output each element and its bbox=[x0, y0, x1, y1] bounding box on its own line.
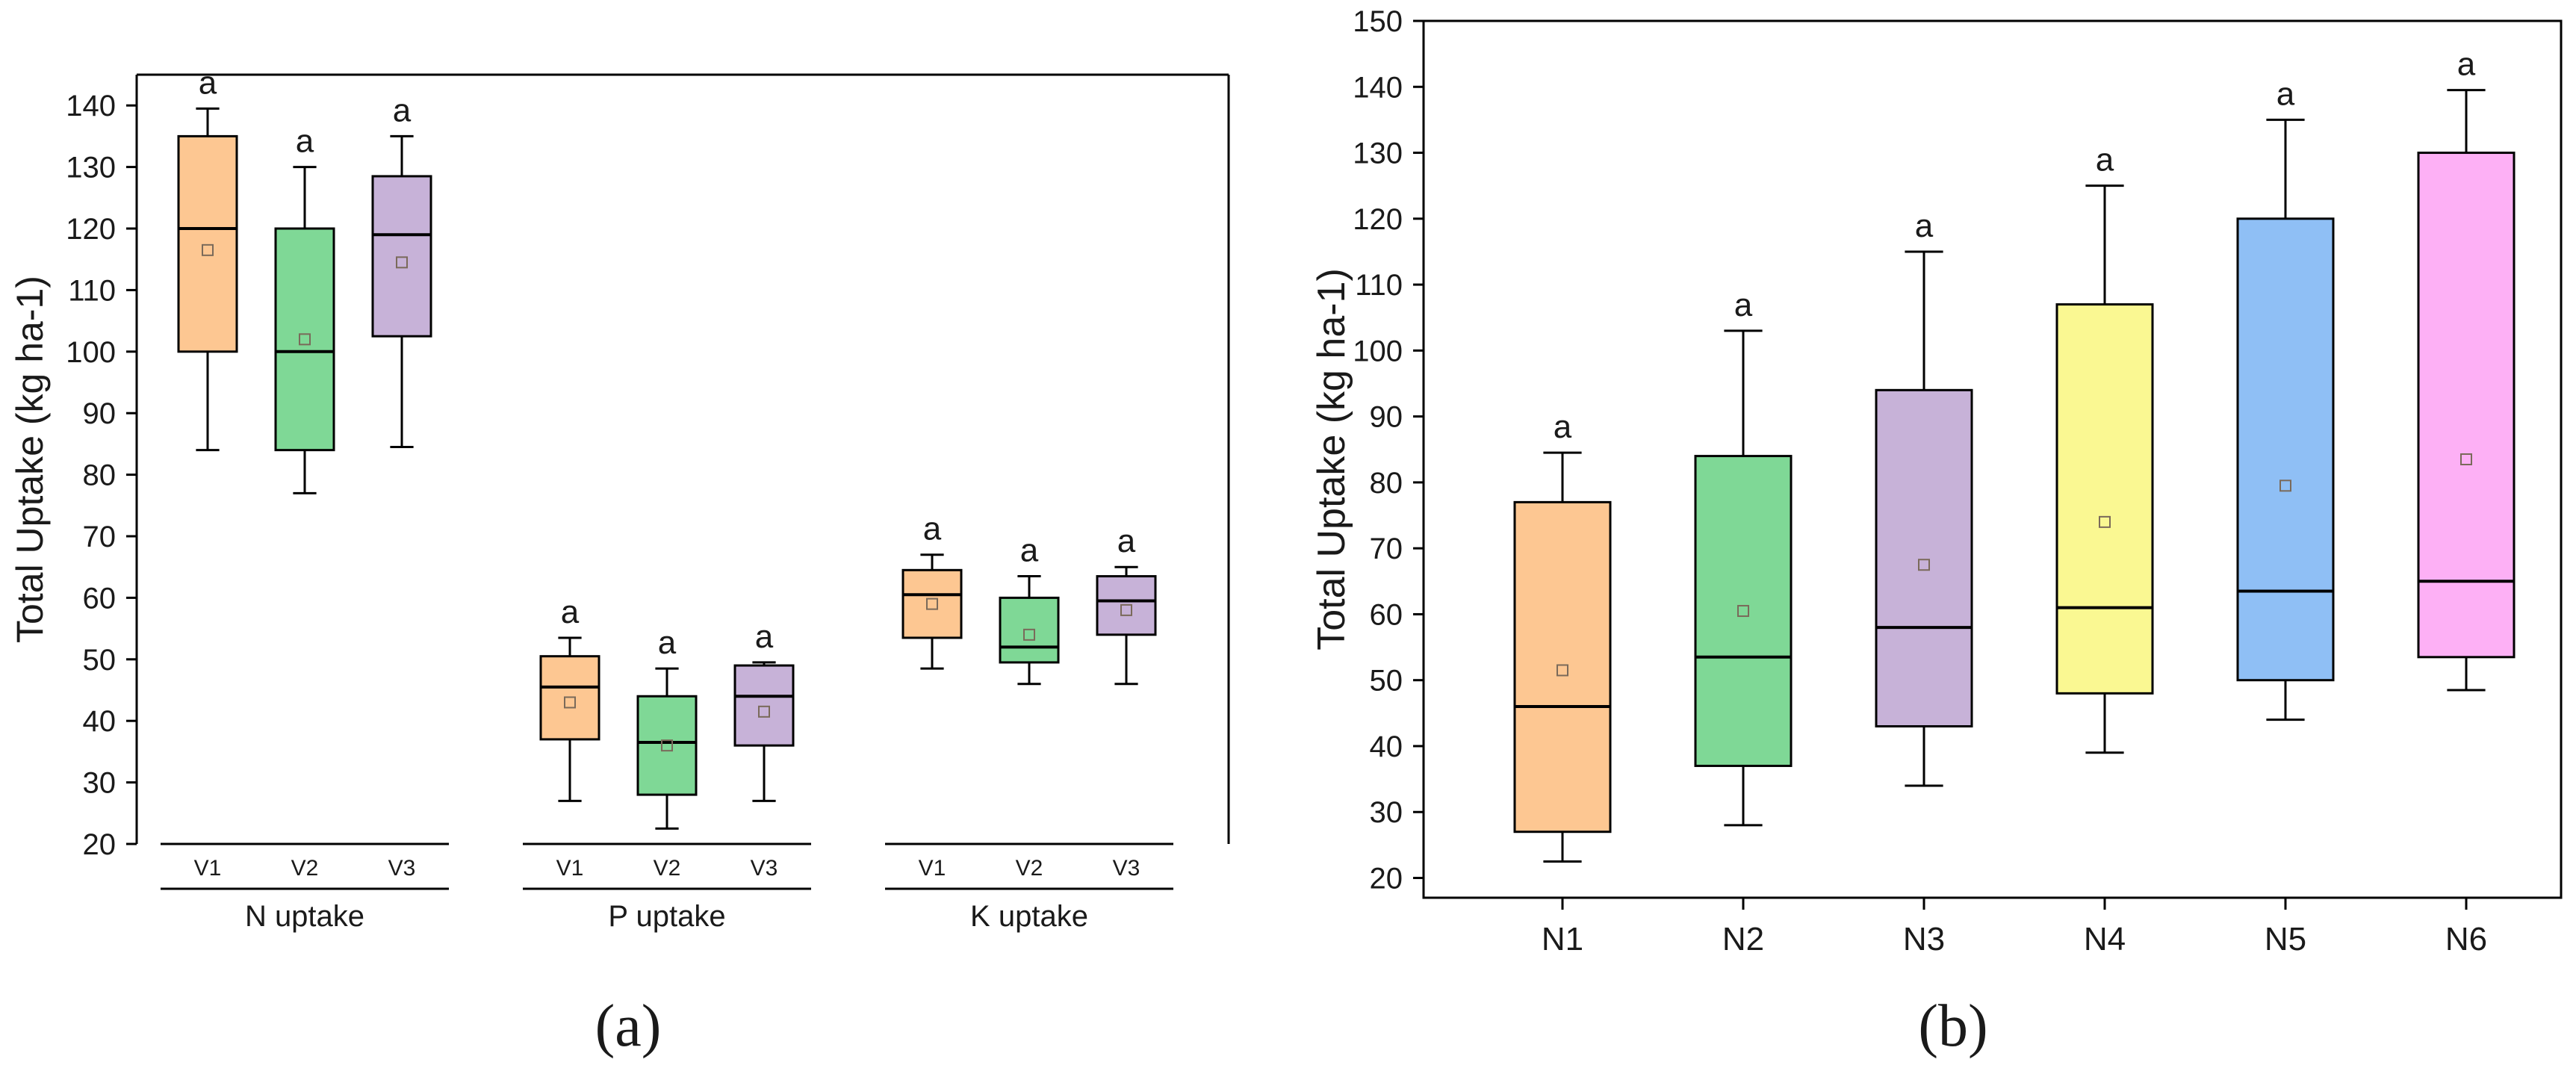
box-mean-marker bbox=[202, 243, 214, 256]
box-box bbox=[371, 175, 432, 338]
box-mean-marker bbox=[2279, 479, 2291, 492]
x-tick-label: N1 bbox=[1542, 921, 1583, 957]
x-tick-label: V2 bbox=[291, 856, 319, 881]
y-tick-label: 150 bbox=[1353, 5, 1403, 38]
box-mean-marker bbox=[2099, 515, 2111, 528]
x-tick-label: N6 bbox=[2445, 921, 2487, 957]
box-box bbox=[274, 227, 335, 452]
box-box bbox=[177, 134, 238, 353]
box-mean-marker bbox=[1023, 628, 1035, 641]
box-box bbox=[1694, 455, 1793, 767]
box-significance-letter: a bbox=[199, 64, 217, 101]
panel-label: (a) bbox=[595, 993, 662, 1059]
y-tick-label: 30 bbox=[83, 767, 117, 800]
y-tick-label: 110 bbox=[1355, 269, 1403, 302]
y-tick-label: 130 bbox=[66, 152, 116, 184]
box-box bbox=[636, 695, 698, 796]
y-tick-label: 40 bbox=[1370, 730, 1403, 763]
box-mean-marker bbox=[1918, 559, 1930, 571]
y-tick-label: 80 bbox=[1370, 467, 1403, 500]
x-tick-label: V2 bbox=[1016, 856, 1043, 881]
y-tick-label: 120 bbox=[1353, 203, 1403, 236]
box-box bbox=[1875, 388, 1973, 727]
group-label: K uptake bbox=[970, 900, 1088, 933]
box-significance-letter: a bbox=[393, 92, 412, 128]
y-tick-label: 60 bbox=[1370, 598, 1403, 631]
y-tick-label: 140 bbox=[1353, 71, 1403, 104]
box-box bbox=[2236, 217, 2335, 682]
y-tick-label: 20 bbox=[1370, 863, 1403, 895]
box-mean-marker bbox=[2460, 453, 2472, 465]
box-significance-letter: a bbox=[2276, 75, 2295, 112]
plot-frame bbox=[1422, 19, 2563, 899]
y-axis-title: Total Uptake (kg ha-1) bbox=[9, 276, 51, 643]
box-significance-letter: a bbox=[561, 594, 580, 630]
x-tick-label: V2 bbox=[654, 856, 681, 881]
box-significance-letter: a bbox=[2096, 142, 2114, 178]
box-box bbox=[2417, 152, 2516, 659]
x-tick-label: V3 bbox=[751, 856, 778, 881]
x-tick-label: N2 bbox=[1722, 921, 1764, 957]
box-mean-marker bbox=[661, 739, 673, 752]
y-tick-label: 100 bbox=[66, 336, 116, 369]
box-significance-letter: a bbox=[1117, 523, 1136, 559]
box-significance-letter: a bbox=[1734, 287, 1753, 323]
y-axis-title: Total Uptake (kg ha-1) bbox=[1310, 268, 1353, 651]
box-mean-marker bbox=[1120, 603, 1132, 616]
y-tick-label: 40 bbox=[83, 705, 117, 738]
box-significance-letter: a bbox=[2457, 46, 2476, 83]
box-significance-letter: a bbox=[923, 511, 942, 547]
x-tick-label: V1 bbox=[556, 856, 584, 881]
box-mean-marker bbox=[1557, 664, 1568, 677]
y-tick-label: 110 bbox=[68, 274, 116, 307]
x-tick-label: N5 bbox=[2265, 921, 2306, 957]
panel-label: (b) bbox=[1918, 993, 1987, 1059]
x-tick-label: V3 bbox=[388, 856, 416, 881]
x-tick-label: V3 bbox=[1113, 856, 1140, 881]
y-tick-label: 60 bbox=[83, 582, 117, 615]
x-tick-label: N3 bbox=[1903, 921, 1945, 957]
x-tick-label: V1 bbox=[194, 856, 222, 881]
y-tick-label: 70 bbox=[83, 521, 117, 553]
box-mean-marker bbox=[396, 256, 408, 269]
box-significance-letter: a bbox=[296, 123, 314, 160]
group-label: P uptake bbox=[608, 900, 725, 933]
y-tick-label: 70 bbox=[1370, 533, 1403, 565]
y-tick-label: 80 bbox=[83, 459, 117, 492]
y-tick-label: 140 bbox=[66, 90, 116, 122]
x-tick-label: V1 bbox=[919, 856, 946, 881]
y-tick-label: 90 bbox=[83, 397, 117, 430]
y-tick-label: 120 bbox=[66, 213, 116, 246]
panel-a-chart: 20 30 40 50 60 70 80 90 100 110 120 130 140 Total Upt… bbox=[9, 64, 1230, 1059]
y-tick-label: 100 bbox=[1353, 335, 1403, 367]
box-box bbox=[901, 568, 963, 639]
y-tick-label: 90 bbox=[1370, 401, 1403, 434]
y-tick-label: 30 bbox=[1370, 796, 1403, 829]
box-significance-letter: a bbox=[658, 624, 677, 661]
box-significance-letter: a bbox=[1915, 208, 1934, 244]
x-tick-label: N4 bbox=[2084, 921, 2126, 957]
box-mean-marker bbox=[1737, 605, 1749, 618]
panel-b-chart: 20 30 40 50 60 70 80 90 100 110 120 130 140 150 Total … bbox=[1310, 5, 2563, 1059]
y-tick-label: 130 bbox=[1353, 137, 1403, 170]
box-significance-letter: a bbox=[755, 618, 774, 655]
group-label: N uptake bbox=[245, 900, 364, 933]
box-mean-marker bbox=[299, 333, 311, 346]
box-significance-letter: a bbox=[1554, 409, 1572, 445]
y-tick-label: 50 bbox=[83, 644, 117, 677]
box-box bbox=[2055, 303, 2154, 695]
y-tick-label: 20 bbox=[83, 828, 117, 861]
box-mean-marker bbox=[926, 597, 938, 610]
box-mean-marker bbox=[564, 696, 576, 709]
y-tick-label: 50 bbox=[1370, 665, 1403, 698]
box-box bbox=[1513, 500, 1612, 833]
box-significance-letter: a bbox=[1020, 533, 1039, 569]
box-mean-marker bbox=[758, 705, 770, 718]
box-box bbox=[733, 664, 795, 747]
